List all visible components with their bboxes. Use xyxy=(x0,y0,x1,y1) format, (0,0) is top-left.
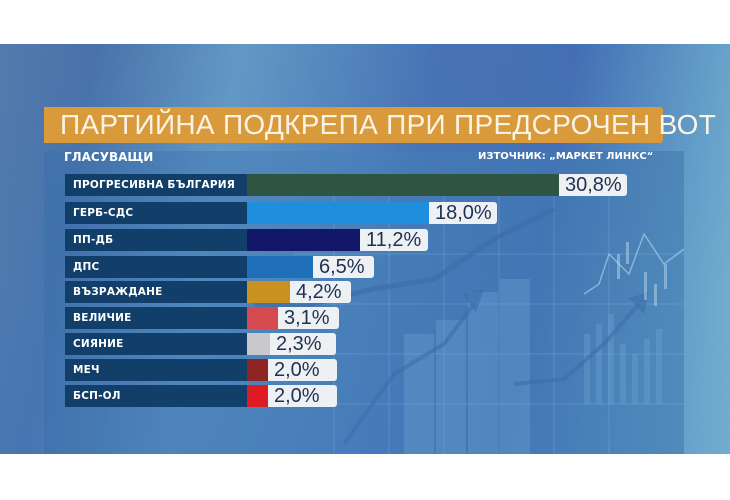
bar xyxy=(247,307,278,329)
bar xyxy=(247,256,313,278)
bar-row: ПП-ДБ 11,2% xyxy=(65,229,665,251)
source-label: ИЗТОЧНИК: „МАРКЕТ ЛИНКС“ xyxy=(478,151,654,162)
bar xyxy=(247,202,429,224)
bar-row: ПРОГРЕСИВНА БЪЛГАРИЯ 30,8% xyxy=(65,174,665,196)
title-banner: ПАРТИЙНА ПОДКРЕПА ПРИ ПРЕДСРОЧЕН ВОТ xyxy=(44,107,716,143)
party-label: ГЕРБ-СДС xyxy=(65,202,247,224)
bar-row: БСП-ОЛ 2,0% xyxy=(65,385,665,407)
bar-row: ВЪЗРАЖДАНЕ 4,2% xyxy=(65,281,665,303)
bar xyxy=(247,174,559,196)
party-label: ПП-ДБ xyxy=(65,229,247,251)
party-label: МЕЧ xyxy=(65,359,247,381)
value-label: 30,8% xyxy=(559,174,627,196)
party-label: ВЕЛИЧИЕ xyxy=(65,307,247,329)
value-label: 6,5% xyxy=(313,256,374,278)
value-label: 4,2% xyxy=(290,281,351,303)
bar-row: МЕЧ 2,0% xyxy=(65,359,665,381)
bar xyxy=(247,359,268,381)
bar-row: ГЕРБ-СДС 18,0% xyxy=(65,202,665,224)
bar xyxy=(247,385,268,407)
value-label: 2,3% xyxy=(270,333,336,355)
bar-row: ВЕЛИЧИЕ 3,1% xyxy=(65,307,665,329)
bar xyxy=(247,333,270,355)
subtitle-voters: ГЛАСУВАЩИ xyxy=(64,150,154,164)
value-label: 11,2% xyxy=(360,229,428,251)
bar xyxy=(247,281,290,303)
bar xyxy=(247,229,360,251)
value-label: 2,0% xyxy=(268,385,337,407)
bar-row: ДПС 6,5% xyxy=(65,256,665,278)
value-label: 18,0% xyxy=(429,202,497,224)
party-label: ДПС xyxy=(65,256,247,278)
bar-row: СИЯНИЕ 2,3% xyxy=(65,333,665,355)
party-label: ВЪЗРАЖДАНЕ xyxy=(65,281,247,303)
party-label: СИЯНИЕ xyxy=(65,333,247,355)
finance-background-art xyxy=(253,194,684,454)
party-label: БСП-ОЛ xyxy=(65,385,247,407)
party-label: ПРОГРЕСИВНА БЪЛГАРИЯ xyxy=(65,174,247,196)
value-label: 2,0% xyxy=(268,359,337,381)
chart-title: ПАРТИЙНА ПОДКРЕПА ПРИ ПРЕДСРОЧЕН ВОТ xyxy=(60,109,717,140)
value-label: 3,1% xyxy=(278,307,339,329)
